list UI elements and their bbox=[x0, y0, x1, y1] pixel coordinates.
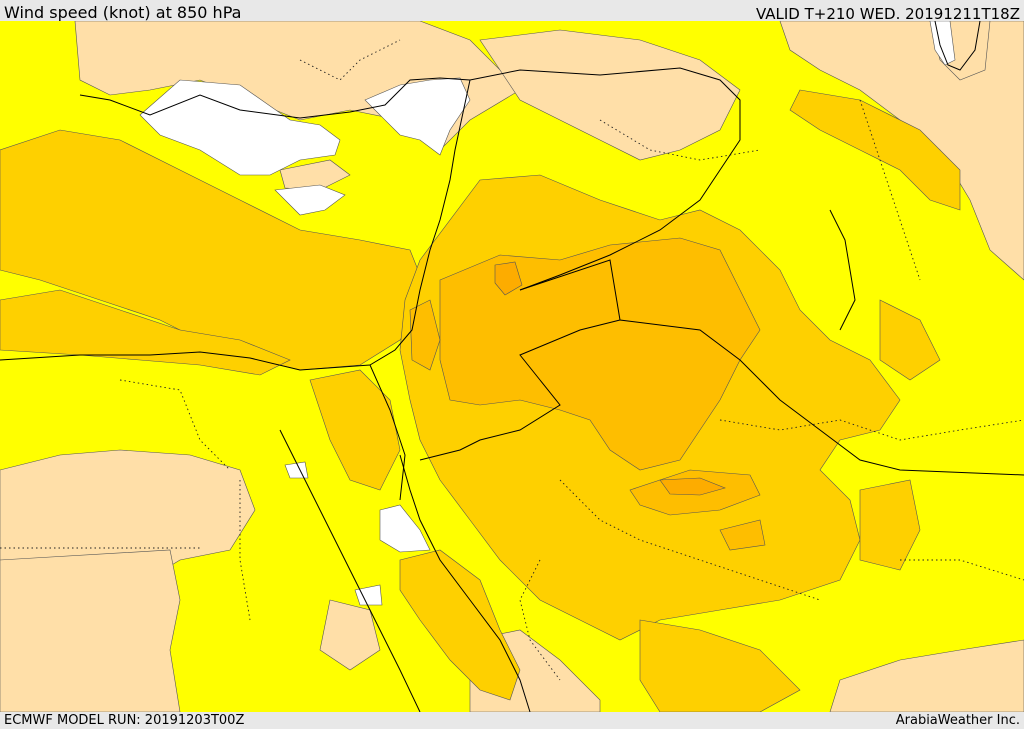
sea-cyprus-south bbox=[274, 184, 346, 216]
sea-small-1 bbox=[354, 584, 383, 606]
sea-mediterranean-north bbox=[139, 79, 341, 176]
credit-label: ArabiaWeather Inc. bbox=[895, 713, 1020, 728]
header-bar: Wind speed (knot) at 850 hPa VALID T+210… bbox=[0, 0, 1024, 23]
coast-turkey-south bbox=[79, 77, 471, 119]
border-jordan bbox=[519, 259, 1024, 476]
calm-area-cyprus bbox=[279, 159, 351, 191]
wind-band-orange-3 bbox=[494, 261, 726, 496]
calm-area-sinai-south bbox=[319, 599, 381, 671]
borders bbox=[0, 21, 1024, 712]
band-red-sea-coast bbox=[399, 549, 521, 701]
footer-bar: ECMWF MODEL RUN: 20191203T00Z ArabiaWeat… bbox=[0, 712, 1024, 729]
border-syria-iraq bbox=[469, 67, 741, 291]
band-iraq-east bbox=[879, 299, 941, 381]
band-saudi-small bbox=[719, 519, 766, 551]
calm-area-turkey-east bbox=[479, 29, 741, 161]
border-sinai bbox=[369, 364, 406, 501]
calm-area-southeast bbox=[829, 639, 1024, 712]
band-iraq-north bbox=[789, 89, 961, 211]
sea-caspian bbox=[929, 21, 956, 66]
coast-gulf bbox=[829, 209, 856, 331]
coast-caspian bbox=[934, 21, 981, 71]
band-south-arabia bbox=[639, 619, 801, 712]
province-line-1 bbox=[119, 379, 231, 471]
calm-area-sudan bbox=[0, 549, 181, 712]
band-saudi-core bbox=[659, 477, 726, 496]
band-jordan-core bbox=[494, 261, 523, 296]
province-line-5 bbox=[719, 419, 1024, 441]
band-gulf bbox=[859, 479, 921, 571]
province-line-6 bbox=[599, 119, 761, 161]
coast-red-sea-west bbox=[279, 429, 421, 712]
band-med-west bbox=[0, 129, 431, 371]
coast-levant bbox=[369, 79, 471, 366]
coast-egypt-north bbox=[0, 351, 371, 371]
border-jordan-saudi bbox=[419, 319, 621, 461]
wind-speed-map bbox=[0, 21, 1024, 712]
coast-red-sea-east bbox=[399, 454, 531, 712]
sea-red-sea-north bbox=[379, 504, 431, 553]
map-title: Wind speed (knot) at 850 hPa bbox=[4, 3, 242, 22]
province-line-7 bbox=[299, 39, 401, 81]
province-line-10 bbox=[859, 99, 921, 281]
province-lines bbox=[0, 39, 1024, 681]
valid-time: VALID T+210 WED. 20191211T18Z bbox=[755, 5, 1020, 23]
model-run-label: ECMWF MODEL RUN: 20191203T00Z bbox=[4, 713, 245, 728]
band-jordan-iraq bbox=[439, 237, 761, 471]
band-sinai bbox=[309, 369, 401, 491]
sea-areas bbox=[139, 21, 956, 606]
sea-iskenderun bbox=[364, 77, 471, 156]
band-palestine bbox=[409, 299, 441, 371]
province-line-8 bbox=[900, 559, 1024, 581]
